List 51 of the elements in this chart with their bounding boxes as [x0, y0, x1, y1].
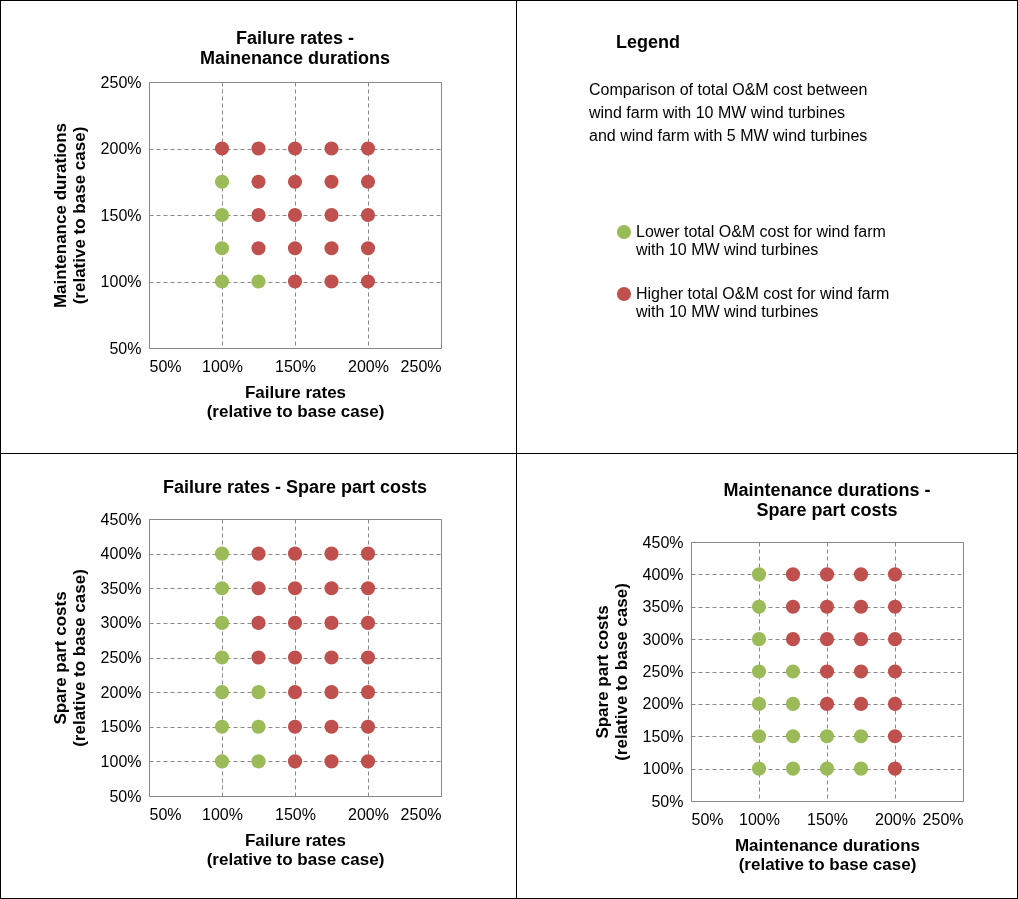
y-tick-label: 50% [109, 787, 142, 805]
x-tick-label: 100% [202, 805, 243, 823]
x-tick-label: 100% [202, 357, 243, 375]
y-tick-label: 100% [100, 752, 142, 770]
y-tick-label: 300% [642, 630, 684, 648]
x-tick-label: 200% [875, 810, 916, 828]
y-tick-label: 350% [642, 598, 684, 616]
x-tick-label: 100% [739, 810, 780, 828]
y-tick-label: 200% [100, 140, 142, 157]
x-tick-label: 150% [275, 357, 316, 375]
y-tick-label: 400% [642, 565, 684, 583]
x-tick-label: 250% [922, 810, 964, 828]
x-tick-label: 250% [400, 357, 442, 375]
chart-title: Failure rates - Spare part costs [162, 477, 428, 497]
y-axis-title: Spare part costs (relative to base case) [592, 583, 631, 761]
x-tick-label: 200% [348, 805, 389, 823]
x-tick-label: 50% [149, 357, 182, 375]
y-axis-title: Maintenance durations (relative to base case) [50, 122, 89, 309]
x-tick-label: 150% [807, 810, 848, 828]
y-tick-label: 50% [109, 339, 142, 357]
y-tick-label: 350% [100, 579, 142, 597]
legend-label: Lower total O&M cost for wind farm with 10 MW wind turbines [635, 223, 886, 258]
x-tick-label: 200% [348, 357, 389, 375]
y-tick-label: 150% [100, 206, 142, 224]
x-tick-label: 150% [275, 805, 316, 823]
legend-title: Legend [616, 32, 681, 52]
x-tick-label: 50% [149, 805, 182, 823]
y-tick-label: 50% [651, 792, 684, 810]
x-axis-title: Failure rates (relative to base case) [206, 830, 385, 869]
y-tick-label: 300% [100, 614, 142, 632]
y-tick-label: 250% [100, 649, 142, 666]
text: Comparison of total O&M cost between wind farm with 10 MW wind turbines and wind farm with 5 MW wind turbines [588, 81, 868, 144]
y-tick-label: 150% [642, 727, 684, 745]
y-tick-label: 200% [100, 683, 142, 701]
y-axis-title: Spare part costs (relative to base case) [50, 569, 89, 747]
x-axis-title: Maintenance durations (relative to base case) [734, 835, 921, 874]
x-tick-label: 50% [691, 810, 724, 828]
chart-title: Failure rates - Mainenance durations [199, 28, 391, 68]
y-tick-label: 250% [100, 73, 142, 91]
y-tick-label: 450% [100, 510, 142, 528]
x-tick-label: 250% [400, 805, 442, 823]
x-axis-title: Failure rates (relative to base case) [206, 382, 385, 421]
y-tick-label: 150% [100, 718, 142, 736]
y-tick-label: 200% [642, 695, 684, 713]
y-tick-label: 100% [642, 760, 684, 778]
y-tick-label: 100% [100, 273, 142, 290]
y-tick-label: 250% [642, 663, 684, 680]
y-tick-label: 400% [100, 545, 142, 563]
chart-title: Maintenance durations - Spare part costs [723, 480, 931, 520]
y-tick-label: 450% [642, 533, 684, 551]
legend-label: Higher total O&M cost for wind farm with 10 MW wind turbines [635, 285, 890, 320]
